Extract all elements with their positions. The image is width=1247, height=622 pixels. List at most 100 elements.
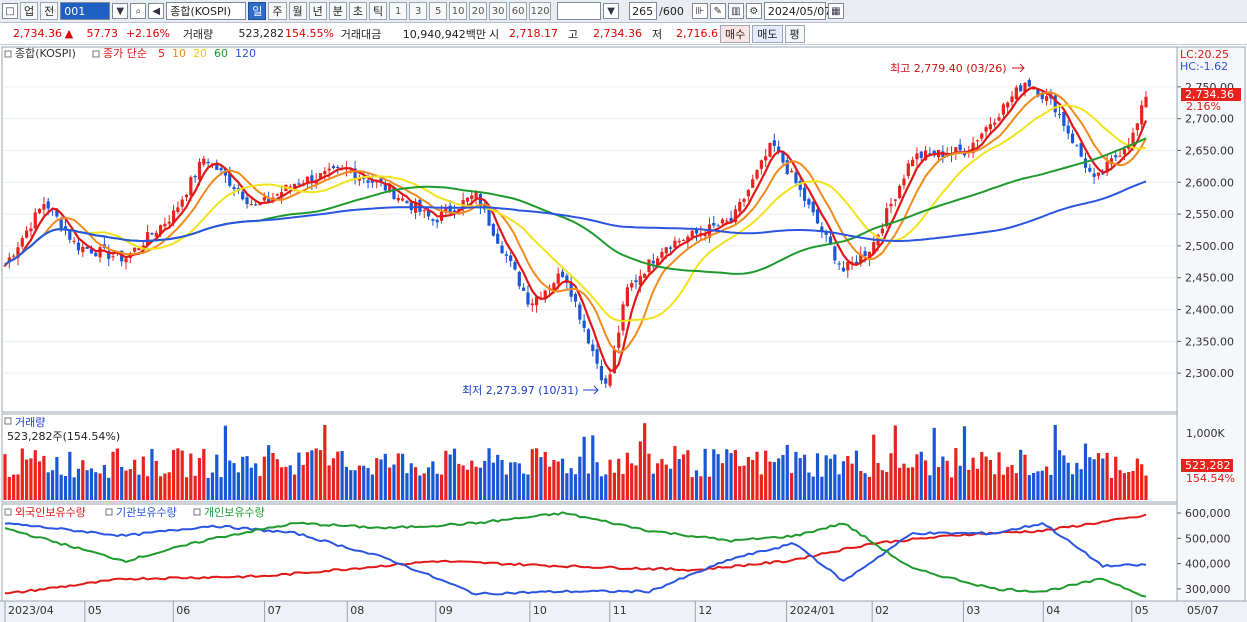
legend-box-icon[interactable]	[4, 50, 12, 58]
volume-bar	[716, 454, 720, 500]
count-input[interactable]: 265	[629, 2, 658, 20]
volume-bar	[539, 457, 543, 500]
candle-body	[25, 230, 29, 238]
volume-bar	[863, 473, 867, 500]
volume-bar	[906, 467, 910, 500]
name-field[interactable]: 종합(KOSPI)	[166, 2, 247, 20]
candle-body	[465, 197, 470, 202]
draw-tool-icon[interactable]: ✎	[709, 3, 726, 19]
gear-icon[interactable]: ⚙	[745, 3, 762, 19]
candle-body	[504, 254, 508, 256]
candle-body	[867, 251, 871, 260]
volume-bar	[876, 463, 880, 500]
high-arrow-icon	[1012, 63, 1025, 73]
candle-body	[20, 238, 24, 247]
volume-bar	[988, 460, 993, 500]
volume-bar	[219, 477, 223, 500]
search-icon[interactable]: ⌕	[130, 3, 147, 19]
buy-button[interactable]: 매수	[720, 24, 751, 43]
eval-button[interactable]: 평	[784, 24, 805, 43]
volume-bar	[772, 462, 776, 500]
custom-interval-input[interactable]	[557, 2, 602, 20]
volume-bar	[1032, 473, 1036, 500]
holdings-tick-label: 300,000	[1185, 583, 1231, 596]
candle-body	[578, 304, 582, 320]
bar-chart-icon[interactable]: ▥	[727, 3, 744, 19]
prev-button[interactable]: 전	[40, 2, 59, 20]
interval-20-button[interactable]: 20	[469, 2, 488, 20]
candle-body	[496, 233, 500, 244]
period-tick-button[interactable]: 틱	[369, 2, 388, 20]
period-year-button[interactable]: 년	[308, 2, 327, 20]
period-month-button[interactable]: 월	[288, 2, 307, 20]
candle-body	[167, 221, 171, 224]
legend-box-icon[interactable]	[92, 50, 100, 58]
candle-body	[543, 290, 547, 299]
volume-bar	[850, 463, 854, 500]
volume-bar	[396, 453, 400, 500]
candle-body	[591, 344, 595, 352]
candle-body	[733, 209, 738, 222]
interval-10-button[interactable]: 10	[449, 2, 468, 20]
period-second-button[interactable]: 초	[348, 2, 367, 20]
volume-bar	[785, 444, 789, 500]
volume-bar	[141, 456, 145, 500]
volume-bar	[249, 467, 253, 500]
candle-body	[923, 150, 928, 161]
code-input[interactable]: 001	[60, 2, 111, 20]
month-label: 06	[176, 604, 190, 617]
legend-box-icon[interactable]	[4, 508, 12, 516]
sell-button[interactable]: 매도	[752, 24, 783, 43]
pct-tag-text: 2.16%	[1186, 100, 1221, 113]
candle-body	[366, 180, 370, 183]
interval-120-button[interactable]: 120	[529, 2, 552, 20]
volume-bar	[1010, 465, 1014, 500]
candle-body	[764, 156, 768, 161]
volume-bar	[379, 459, 383, 500]
dropdown-icon[interactable]: ▼	[603, 3, 620, 19]
volume-bar	[1109, 477, 1114, 500]
interval-1-button[interactable]: 1	[389, 2, 408, 20]
speaker-icon[interactable]: ◀	[148, 3, 165, 19]
period-minute-button[interactable]: 분	[328, 2, 347, 20]
foreign-holdings-label: 외국인보유수량	[15, 506, 86, 519]
candle-body	[841, 267, 846, 272]
amount-value: 10,940,942백만	[402, 27, 486, 41]
candle-body	[1075, 145, 1079, 147]
legend-box-icon[interactable]	[105, 508, 113, 516]
market-select[interactable]: 업	[20, 2, 39, 20]
interval-3-button[interactable]: 3	[409, 2, 428, 20]
volume-bar	[228, 460, 232, 500]
candle-body	[305, 176, 310, 184]
volume-bar	[1101, 458, 1105, 500]
volume-bar	[681, 454, 686, 500]
chart-area[interactable]: 2,300.00 2,350.00 2,400.00 2,450.00 2,500.00…	[0, 45, 1247, 622]
candle-settings-icon[interactable]: ⊪	[691, 3, 708, 19]
volume-bar	[898, 467, 902, 500]
candle-body	[1140, 105, 1144, 125]
volume-bar	[967, 469, 971, 500]
candle-body	[1032, 88, 1036, 90]
candle-body	[690, 230, 694, 237]
volume-bar	[206, 477, 210, 500]
date-input[interactable]: 2024/05/07	[763, 2, 831, 20]
candle-body	[651, 260, 655, 264]
window-icon[interactable]: □	[2, 3, 18, 19]
candle-body	[228, 173, 232, 186]
period-day-button[interactable]: 일	[248, 2, 267, 20]
period-week-button[interactable]: 주	[268, 2, 287, 20]
candle-body	[1109, 158, 1114, 165]
legend-box-icon[interactable]	[193, 508, 201, 516]
calendar-icon[interactable]: ▦	[827, 3, 844, 19]
interval-60-button[interactable]: 60	[509, 2, 528, 20]
volume-bar	[98, 473, 102, 500]
candle-body	[984, 127, 988, 132]
interval-30-button[interactable]: 30	[489, 2, 508, 20]
interval-5-button[interactable]: 5	[429, 2, 448, 20]
volume-bar	[215, 454, 219, 500]
dropdown-icon[interactable]: ▼	[112, 3, 129, 19]
month-label: 12	[698, 604, 712, 617]
volume-bar	[902, 463, 906, 500]
candle-body	[1066, 125, 1070, 134]
legend-box-icon[interactable]	[4, 417, 12, 425]
